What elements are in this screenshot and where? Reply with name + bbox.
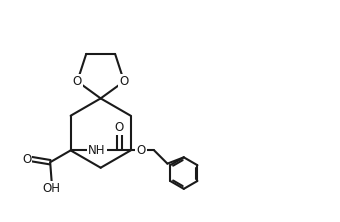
Text: O: O xyxy=(119,75,129,88)
Text: O: O xyxy=(115,121,124,134)
Text: OH: OH xyxy=(43,182,61,195)
Text: O: O xyxy=(136,144,146,157)
Text: O: O xyxy=(73,75,82,88)
Text: NH: NH xyxy=(88,144,105,157)
Text: O: O xyxy=(22,153,31,166)
